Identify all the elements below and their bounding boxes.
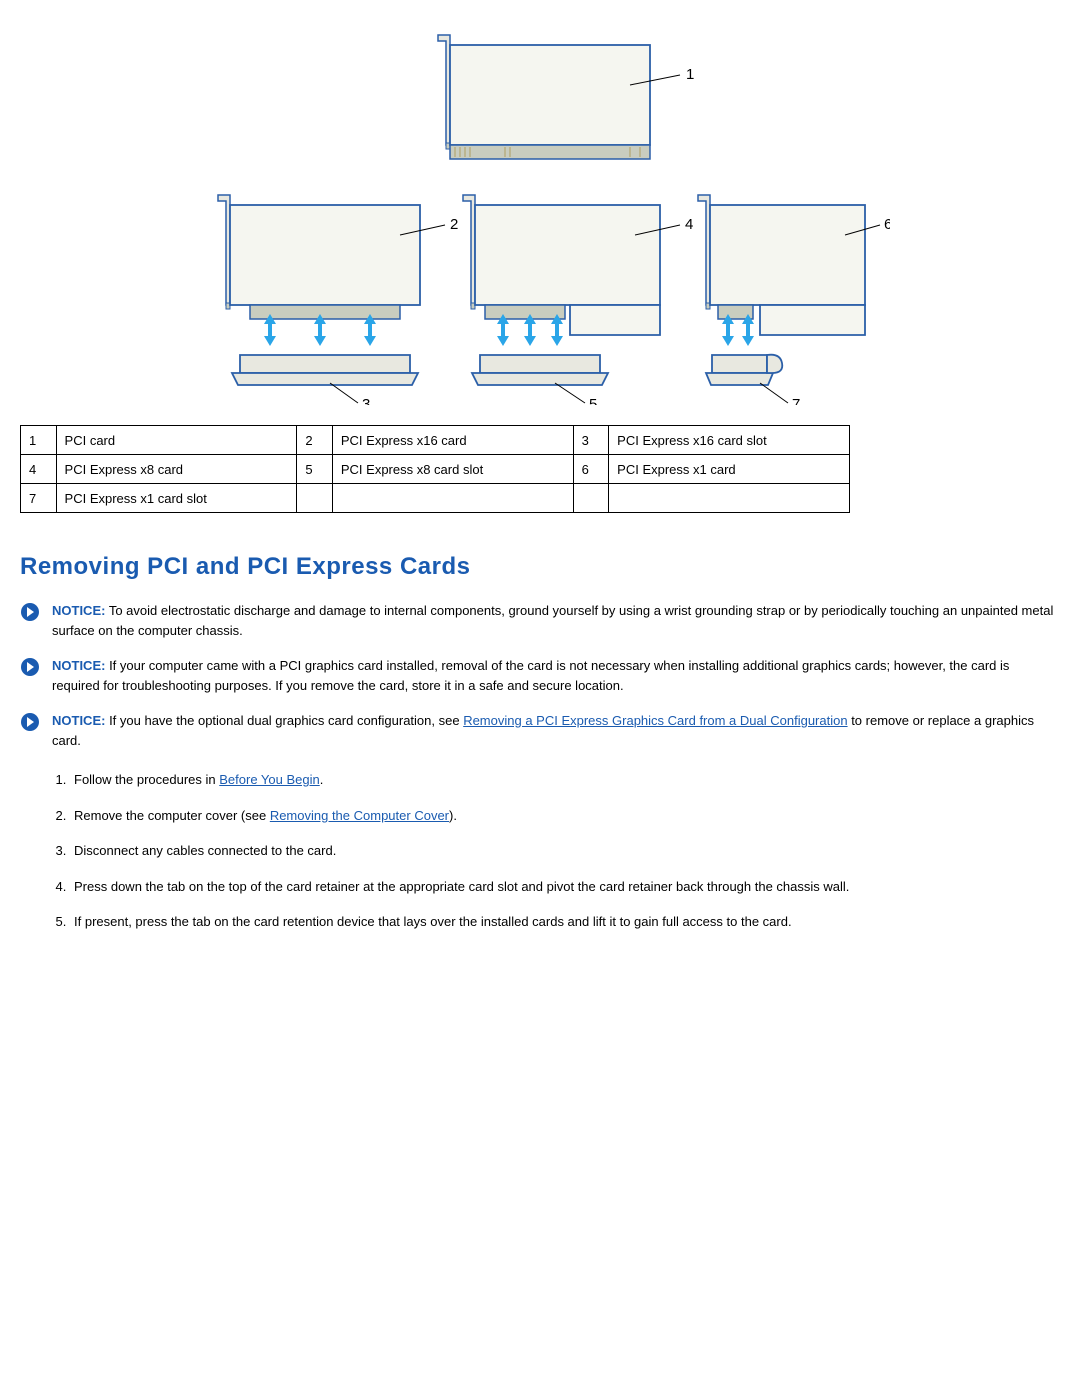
- cell-num: 6: [573, 455, 609, 484]
- notice-icon: [20, 657, 40, 677]
- notice-label: NOTICE:: [52, 603, 105, 618]
- pci-cards-diagram: 1 2 3: [190, 25, 890, 405]
- step-item: Follow the procedures in Before You Begi…: [70, 770, 1060, 790]
- cell-label: PCI card: [56, 426, 297, 455]
- notice-block: NOTICE: If you have the optional dual gr…: [20, 711, 1060, 750]
- cell-label: PCI Express x1 card: [609, 455, 850, 484]
- cell-label: PCI Express x16 card slot: [609, 426, 850, 455]
- notice-label: NOTICE:: [52, 658, 105, 673]
- notice-icon: [20, 602, 40, 622]
- notice-block: NOTICE: To avoid electrostatic discharge…: [20, 601, 1060, 640]
- cell-label: PCI Express x8 card: [56, 455, 297, 484]
- notice-label: NOTICE:: [52, 713, 105, 728]
- cell-label: [609, 484, 850, 513]
- cell-label: PCI Express x8 card slot: [332, 455, 573, 484]
- table-row: 4 PCI Express x8 card 5 PCI Express x8 c…: [21, 455, 850, 484]
- step-item: Press down the tab on the top of the car…: [70, 877, 1060, 897]
- notice-pre: If you have the optional dual graphics c…: [105, 713, 463, 728]
- cell-num: 2: [297, 426, 333, 455]
- link-removing-cover[interactable]: Removing the Computer Cover: [270, 808, 449, 823]
- cell-num: 7: [21, 484, 57, 513]
- step-pre: Follow the procedures in: [74, 772, 219, 787]
- table-row: 7 PCI Express x1 card slot: [21, 484, 850, 513]
- notice-text: NOTICE: If you have the optional dual gr…: [52, 711, 1060, 750]
- notice-icon: [20, 712, 40, 732]
- cell-num: 1: [21, 426, 57, 455]
- cell-num: 3: [573, 426, 609, 455]
- section-heading: Removing PCI and PCI Express Cards: [20, 553, 1060, 581]
- callout-4: 4: [685, 216, 693, 233]
- notice-body: If your computer came with a PCI graphic…: [52, 658, 1009, 693]
- cell-num: 5: [297, 455, 333, 484]
- callout-3: 3: [362, 396, 370, 405]
- step-pre: Remove the computer cover (see: [74, 808, 270, 823]
- cell-label: [332, 484, 573, 513]
- callout-7: 7: [792, 396, 800, 405]
- notice-body: To avoid electrostatic discharge and dam…: [52, 603, 1053, 638]
- step-item: Disconnect any cables connected to the c…: [70, 841, 1060, 861]
- cell-num: 4: [21, 455, 57, 484]
- callout-6: 6: [884, 216, 890, 233]
- notice-text: NOTICE: If your computer came with a PCI…: [52, 656, 1060, 695]
- procedure-steps: Follow the procedures in Before You Begi…: [20, 770, 1060, 932]
- step-item: If present, press the tab on the card re…: [70, 912, 1060, 932]
- table-row: 1 PCI card 2 PCI Express x16 card 3 PCI …: [21, 426, 850, 455]
- callout-5: 5: [589, 396, 597, 405]
- step-post: .: [320, 772, 324, 787]
- callout-2: 2: [450, 216, 458, 233]
- notice-block: NOTICE: If your computer came with a PCI…: [20, 656, 1060, 695]
- cell-num: [573, 484, 609, 513]
- step-item: Remove the computer cover (see Removing …: [70, 806, 1060, 826]
- link-dual-config[interactable]: Removing a PCI Express Graphics Card fro…: [463, 713, 847, 728]
- cell-num: [297, 484, 333, 513]
- step-post: ).: [449, 808, 457, 823]
- callout-1: 1: [686, 66, 694, 83]
- cell-label: PCI Express x16 card: [332, 426, 573, 455]
- notice-text: NOTICE: To avoid electrostatic discharge…: [52, 601, 1060, 640]
- cell-label: PCI Express x1 card slot: [56, 484, 297, 513]
- legend-table: 1 PCI card 2 PCI Express x16 card 3 PCI …: [20, 425, 850, 513]
- link-before-you-begin[interactable]: Before You Begin: [219, 772, 319, 787]
